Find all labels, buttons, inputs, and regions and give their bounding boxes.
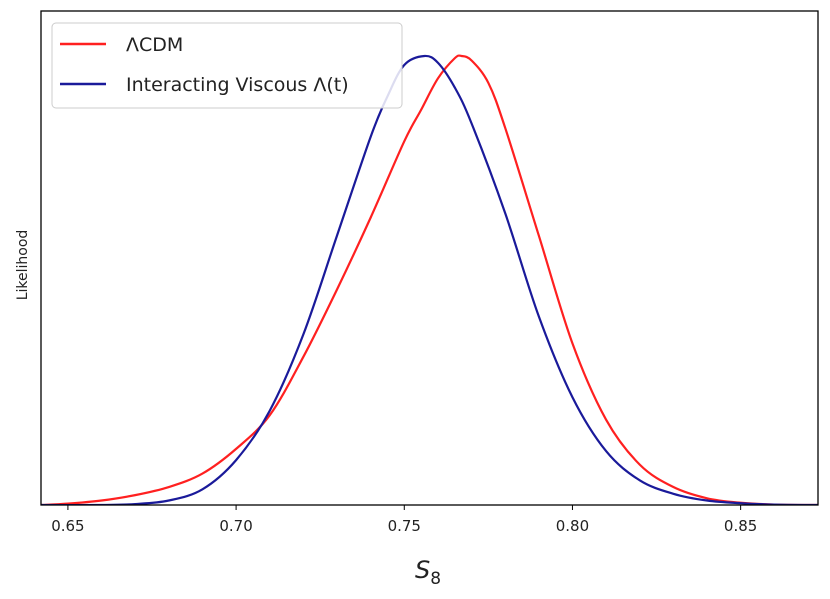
x-tick-label: 0.85	[724, 517, 757, 535]
plot-area	[41, 54, 818, 505]
series-line-1	[41, 54, 818, 505]
legend-label: ΛCDM	[126, 34, 183, 56]
legend: ΛCDM Interacting Viscous Λ(t)	[51, 22, 403, 109]
legend-label: Interacting Viscous Λ(t)	[126, 74, 349, 96]
legend-box	[51, 22, 403, 109]
x-tick-label: 0.75	[388, 517, 421, 535]
x-tick-label: 0.65	[51, 517, 84, 535]
series-line-2	[41, 54, 818, 505]
x-axis-label: S8	[415, 556, 441, 589]
x-axis-label-main: S	[415, 556, 430, 584]
x-axis-label-subscript: 8	[430, 569, 441, 589]
plot-frame	[40, 10, 819, 506]
x-axis-ticks: 0.65 0.70 0.75 0.80 0.85	[51, 505, 757, 535]
y-axis-label: Likelihood	[15, 230, 31, 301]
x-tick-label: 0.80	[556, 517, 589, 535]
x-tick-label: 0.70	[219, 517, 252, 535]
